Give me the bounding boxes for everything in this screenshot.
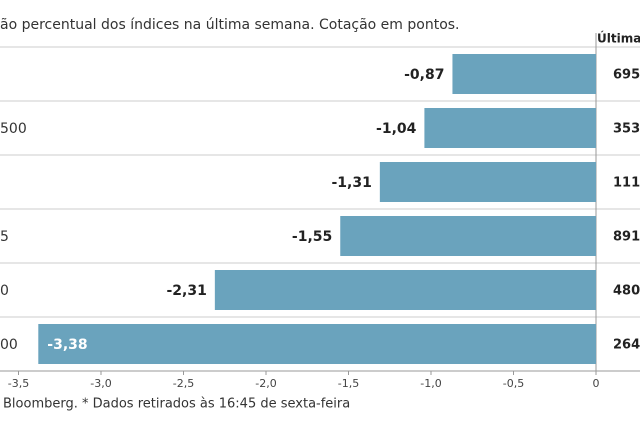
last-value: 695 — [613, 68, 640, 83]
value-label: -0,87 — [404, 67, 444, 83]
value-label: -1,04 — [376, 121, 417, 137]
column-header: Última c — [597, 31, 640, 46]
value-label: -2,31 — [166, 283, 206, 299]
category-label: 0 — [0, 283, 9, 299]
x-tick-label: -0,5 — [503, 377, 524, 390]
x-tick-label: 0 — [593, 377, 600, 390]
category-label: 00 — [0, 337, 18, 353]
x-tick-label: -2,5 — [173, 377, 194, 390]
x-tick-label: -1,0 — [420, 377, 441, 390]
last-value: 1119 — [613, 176, 640, 191]
x-tick-label: -2,0 — [255, 377, 276, 390]
category-label: 5 — [0, 229, 9, 245]
bar — [379, 162, 596, 202]
value-label: -3,38 — [47, 337, 87, 353]
bar — [340, 216, 596, 256]
x-tick-label: -3,0 — [90, 377, 111, 390]
bar — [452, 54, 596, 94]
x-tick-label: -3,5 — [8, 377, 29, 390]
bar — [38, 324, 597, 364]
last-value: 264 — [613, 338, 640, 353]
category-label: 500 — [0, 121, 27, 137]
bar — [424, 108, 596, 148]
x-tick-label: -1,5 — [338, 377, 359, 390]
value-label: -1,31 — [331, 175, 371, 191]
last-value: 353 — [613, 122, 640, 137]
bar — [214, 270, 596, 310]
chart-subtitle: ão percentual dos índices na última sema… — [0, 17, 460, 33]
source-note: Bloomberg. * Dados retirados às 16:45 de… — [3, 397, 350, 412]
value-label: -1,55 — [292, 229, 332, 245]
last-value: 891 — [613, 230, 640, 245]
